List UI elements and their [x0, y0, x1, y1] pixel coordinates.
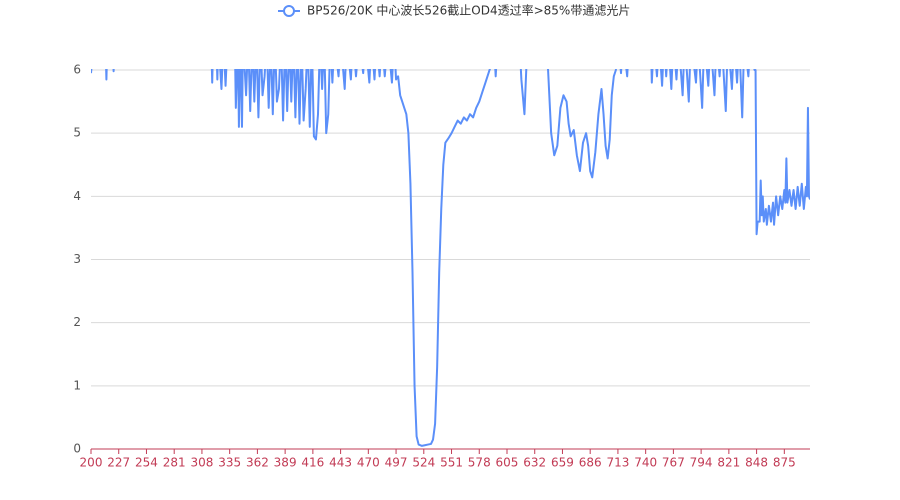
data-line	[91, 69, 810, 447]
x-tick-label: 659	[551, 456, 574, 470]
x-tick-label: 686	[579, 456, 602, 470]
x-tick-label: 308	[190, 456, 213, 470]
legend-label: BP526/20K 中心波长526截止OD4透过率>85%带通滤光片	[307, 3, 630, 18]
y-tick-label: 6	[73, 63, 81, 77]
x-tick-label: 875	[773, 456, 796, 470]
y-tick-label: 0	[73, 442, 81, 456]
legend-symbol	[283, 5, 295, 17]
x-tick-label: 416	[301, 456, 324, 470]
x-tick-label: 227	[107, 456, 130, 470]
x-tick-label: 632	[523, 456, 546, 470]
x-tick-label: 740	[634, 456, 657, 470]
x-tick-label: 848	[745, 456, 768, 470]
y-tick-label: 2	[73, 315, 81, 329]
x-tick-label: 200	[80, 456, 103, 470]
x-tick-label: 713	[606, 456, 629, 470]
x-tick-label: 389	[274, 456, 297, 470]
x-tick-label: 335	[218, 456, 241, 470]
x-tick-label: 767	[662, 456, 685, 470]
x-tick-label: 362	[246, 456, 269, 470]
x-tick-label: 794	[690, 456, 713, 470]
x-tick-label: 578	[468, 456, 491, 470]
x-tick-label: 821	[717, 456, 740, 470]
x-tick-label: 497	[385, 456, 408, 470]
y-tick-label: 4	[73, 189, 81, 203]
x-tick-label: 524	[412, 456, 435, 470]
y-tick-label: 1	[73, 378, 81, 392]
x-tick-label: 551	[440, 456, 463, 470]
y-tick-label: 3	[73, 252, 81, 266]
legend[interactable]: BP526/20K 中心波长526截止OD4透过率>85%带通滤光片	[278, 3, 630, 18]
x-tick-label: 605	[496, 456, 519, 470]
x-tick-label: 281	[163, 456, 186, 470]
x-tick-label: 254	[135, 456, 158, 470]
y-tick-label: 5	[73, 126, 81, 140]
x-tick-label: 443	[329, 456, 352, 470]
x-tick-label: 470	[357, 456, 380, 470]
